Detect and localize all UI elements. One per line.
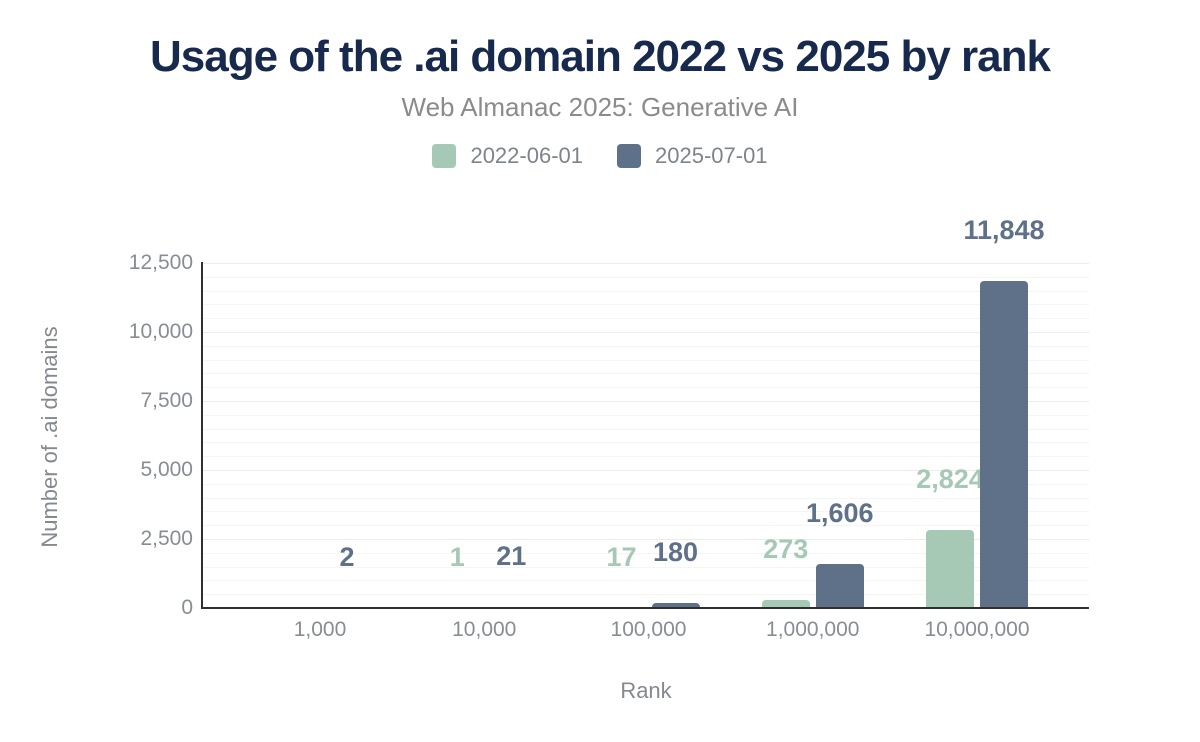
gridline [203, 470, 1089, 471]
gridline [203, 359, 1089, 361]
gridline [203, 442, 1089, 444]
y-tick-label: 10,000 [128, 320, 193, 343]
bar-label: 273 [763, 534, 809, 565]
gridline [203, 511, 1089, 513]
y-tick-label: 2,500 [140, 527, 193, 550]
gridline [203, 276, 1089, 278]
gridline [203, 594, 1089, 596]
bar-2025-07-01-100,000 [651, 603, 700, 608]
x-axis-title: Rank [620, 678, 672, 703]
gridline [203, 580, 1089, 582]
gridline [203, 318, 1089, 320]
y-tick-label: 0 [181, 596, 193, 619]
legend-item-2025[interactable]: 2025-07-01 [617, 143, 768, 169]
gridline [203, 552, 1089, 554]
bar-label: 11,848 [963, 214, 1045, 245]
gridline [203, 497, 1089, 499]
y-tick-label: 12,500 [128, 251, 193, 274]
gridline [203, 290, 1089, 292]
gridline [203, 332, 1089, 333]
x-tick-label: 1,000 [293, 618, 347, 641]
legend-swatch-2025-icon [617, 144, 641, 168]
bar-label: 1,606 [805, 497, 874, 528]
x-axis-line [201, 607, 1089, 609]
page-title: Usage of the .ai domain 2022 vs 2025 by … [150, 32, 1051, 81]
gridline [203, 414, 1089, 416]
bar-label: 2,824 [916, 464, 984, 495]
gridline [203, 263, 1089, 264]
legend-label-2025: 2025-07-01 [655, 143, 768, 168]
gridline [203, 373, 1089, 375]
bar-label: 17 [606, 541, 637, 572]
gridline [203, 304, 1089, 306]
gridline [203, 525, 1089, 527]
page-subtitle: Web Almanac 2025: Generative AI [401, 92, 799, 122]
gridline [203, 387, 1089, 389]
bar-label: 1 [449, 541, 465, 572]
legend: 2022-06-01 2025-07-01 [0, 142, 1200, 170]
gridline [203, 456, 1089, 458]
bar-label: 2 [339, 541, 355, 572]
y-axis-line [201, 262, 203, 609]
bar-label: 21 [496, 541, 527, 572]
x-tick-label: 10,000,000 [924, 618, 1030, 641]
gridline [203, 566, 1089, 568]
legend-label-2022: 2022-06-01 [470, 143, 583, 168]
x-tick-label: 100,000 [610, 618, 687, 641]
y-tick-label: 7,500 [140, 389, 193, 412]
y-tick-label: 5,000 [140, 458, 193, 481]
bar-2025-07-01-1,000,000 [815, 563, 864, 608]
x-tick-label: 1,000,000 [766, 618, 860, 641]
gridline [203, 539, 1089, 540]
bar-2022-06-01-1,000,000 [761, 600, 810, 608]
gridline [203, 401, 1089, 402]
legend-swatch-2022-icon [432, 144, 457, 168]
gridline [203, 428, 1089, 430]
bar-label: 180 [652, 537, 699, 568]
x-tick-label: 10,000 [452, 618, 517, 641]
bar-2022-06-01-10,000,000 [926, 530, 974, 608]
bar-2025-07-01-10,000,000 [980, 280, 1028, 608]
gridline [203, 483, 1089, 485]
legend-item-2022[interactable]: 2022-06-01 [432, 143, 583, 169]
gridline [203, 345, 1089, 347]
y-axis-title: Number of .ai domains [37, 326, 62, 548]
